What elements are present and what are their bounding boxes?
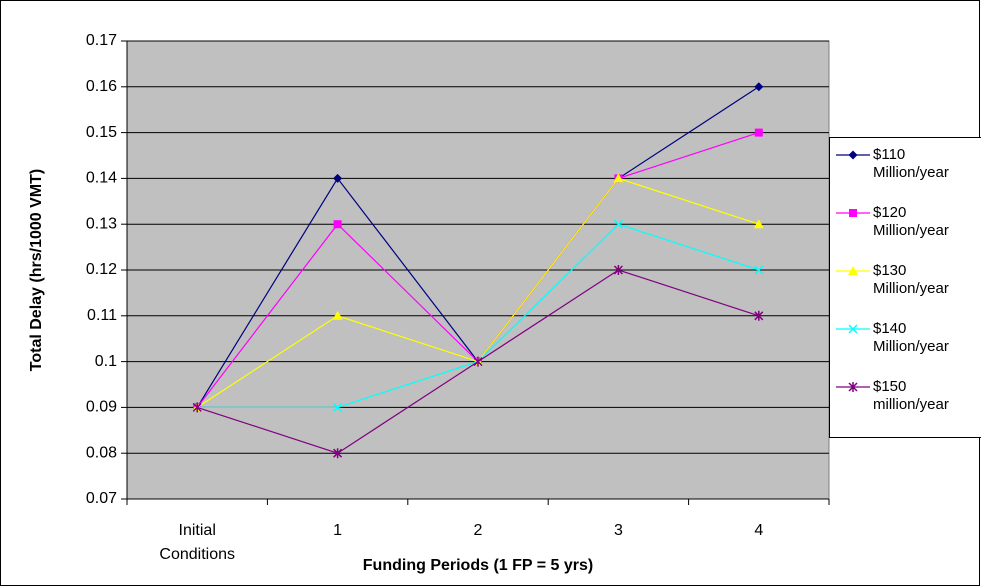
y-tick-label: 0.14: [86, 170, 117, 187]
marker: [192, 402, 202, 413]
x-axis-title: Funding Periods (1 FP = 5 yrs): [363, 557, 593, 574]
marker: [754, 265, 764, 275]
marker: [753, 219, 764, 229]
legend-label: $130 Million/year: [873, 262, 949, 297]
y-tick-label: 0.13: [86, 215, 117, 232]
y-tick-label: 0.09: [86, 399, 117, 416]
y-tick-label: 0.15: [86, 124, 117, 141]
x-tick-label: Initial Conditions: [159, 522, 235, 563]
x-tick-label: 1: [333, 522, 342, 539]
marker: [613, 219, 623, 229]
marker: [754, 82, 764, 92]
x-tick-label: 3: [614, 522, 623, 539]
x-tick-label: 2: [474, 522, 483, 539]
marker: [613, 265, 623, 275]
marker: [754, 310, 764, 321]
x-tick-label: 4: [754, 522, 763, 539]
y-tick-label: 0.12: [86, 261, 117, 278]
marker: [848, 382, 858, 392]
marker: [332, 310, 343, 320]
legend-label: $110 Million/year: [873, 146, 949, 181]
marker: [333, 173, 343, 183]
marker: [613, 173, 624, 183]
marker: [754, 128, 763, 137]
y-axis-title: Total Delay (hrs/1000 VMT): [28, 169, 45, 371]
y-tick-label: 0.17: [86, 32, 117, 49]
marker: [848, 150, 858, 160]
marker: [473, 356, 483, 367]
marker: [849, 209, 857, 217]
marker: [333, 448, 343, 459]
y-tick-label: 0.08: [86, 444, 117, 461]
marker: [848, 266, 858, 275]
marker: [333, 402, 343, 412]
y-tick-label: 0.1: [95, 353, 117, 370]
legend-label: $140 Million/year: [873, 320, 949, 355]
y-tick-label: 0.16: [86, 78, 117, 95]
legend-label: $120 Million/year: [873, 204, 949, 239]
y-tick-label: 0.07: [86, 490, 117, 507]
marker: [848, 324, 858, 334]
legend-label: $150 million/year: [873, 378, 949, 413]
marker: [333, 220, 342, 229]
y-tick-label: 0.11: [87, 307, 117, 324]
